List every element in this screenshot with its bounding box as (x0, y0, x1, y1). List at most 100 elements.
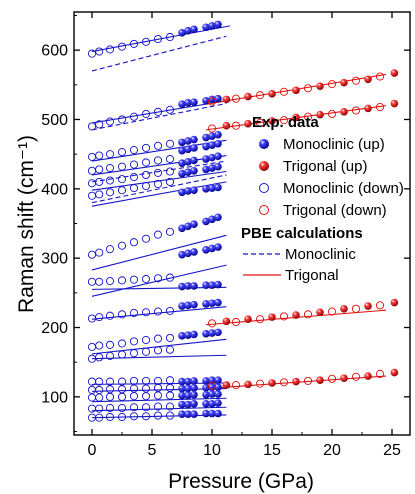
data-point (95, 177, 104, 186)
data-point (153, 411, 163, 420)
data-point (129, 349, 139, 358)
data-point (87, 49, 97, 58)
data-point (202, 246, 210, 254)
data-point (95, 165, 104, 174)
data-point (202, 165, 210, 174)
y-axis-ticks: 100 200 300 400 500 600 (41, 14, 410, 433)
data-point (202, 96, 210, 105)
data-point (214, 152, 222, 161)
data-point (340, 304, 348, 313)
legend: Exp. data Monoclinic (up) Trigonal (up) … (241, 114, 404, 284)
data-point (231, 317, 241, 327)
data-point (231, 381, 241, 390)
data-point (202, 384, 210, 392)
data-point (165, 376, 175, 385)
data-point (327, 374, 337, 383)
calc-line (91, 397, 227, 403)
data-point (292, 113, 300, 122)
plot-frame (73, 11, 411, 436)
data-point (105, 117, 115, 126)
data-point (214, 162, 222, 171)
data-point (87, 393, 97, 402)
calc-line (91, 35, 227, 72)
legend-label-calc-trig: Trigonal (285, 267, 339, 284)
series-monoclinic-down (87, 32, 175, 422)
x-tick-label: 0 (88, 442, 97, 459)
data-point (129, 403, 139, 412)
data-point (190, 377, 198, 385)
y-tick-label: 200 (41, 320, 68, 337)
data-point (178, 250, 186, 259)
legend-label-mono-up: Monoclinic (up) (283, 136, 385, 153)
data-point (184, 187, 192, 195)
data-point (105, 150, 115, 159)
calc-monoclinic-dashed (91, 35, 227, 204)
data-point (390, 69, 399, 77)
data-point (95, 353, 104, 362)
calc-line (91, 306, 227, 320)
data-point (141, 158, 151, 167)
calc-line (91, 354, 227, 360)
data-point (178, 384, 186, 393)
data-point (141, 234, 151, 243)
data-point (268, 117, 276, 125)
data-point (129, 308, 139, 318)
data-point (141, 182, 151, 191)
data-point (117, 148, 127, 157)
calc-line (91, 100, 227, 124)
data-point (165, 105, 175, 114)
data-point (117, 276, 127, 285)
y-tick-label: 600 (41, 43, 68, 60)
data-point (87, 179, 97, 188)
data-point (303, 376, 313, 385)
data-point (207, 124, 217, 133)
data-point (178, 138, 186, 147)
data-point (129, 392, 139, 401)
data-point (165, 345, 175, 354)
legend-label-calc-mono: Monoclinic (285, 246, 356, 263)
data-point (178, 410, 186, 418)
data-point (190, 410, 198, 418)
data-point (214, 328, 222, 337)
data-point (117, 42, 127, 51)
data-point (190, 135, 198, 144)
data-point (390, 99, 399, 108)
data-point (165, 154, 175, 164)
data-point (208, 399, 216, 408)
data-point (153, 168, 163, 177)
data-point (214, 376, 222, 385)
data-point (214, 213, 222, 222)
data-point (214, 409, 222, 418)
data-point (327, 109, 337, 118)
data-point (202, 377, 210, 385)
data-point (178, 282, 186, 291)
x-tick-label: 25 (383, 442, 401, 459)
calc-line (91, 234, 227, 271)
data-point (141, 347, 151, 356)
data-point (95, 341, 104, 350)
data-point (117, 412, 127, 422)
data-point (202, 281, 210, 290)
data-point (129, 412, 139, 421)
data-point (165, 383, 175, 392)
data-point (117, 175, 127, 184)
data-point (105, 245, 115, 254)
data-layer (87, 20, 399, 422)
legend-exp-heading: Exp. data (252, 114, 319, 131)
data-point (316, 376, 324, 385)
data-point (117, 241, 127, 250)
data-point (207, 319, 217, 328)
data-point (244, 92, 252, 101)
data-point (129, 172, 139, 182)
data-point (141, 143, 151, 152)
data-point (105, 176, 115, 185)
data-point (255, 315, 265, 324)
data-point (184, 168, 192, 176)
y-tick-label: 100 (41, 389, 68, 406)
data-point (190, 300, 198, 309)
data-point (165, 306, 175, 315)
data-point (202, 142, 210, 151)
data-point (207, 381, 217, 390)
data-point (117, 162, 127, 171)
